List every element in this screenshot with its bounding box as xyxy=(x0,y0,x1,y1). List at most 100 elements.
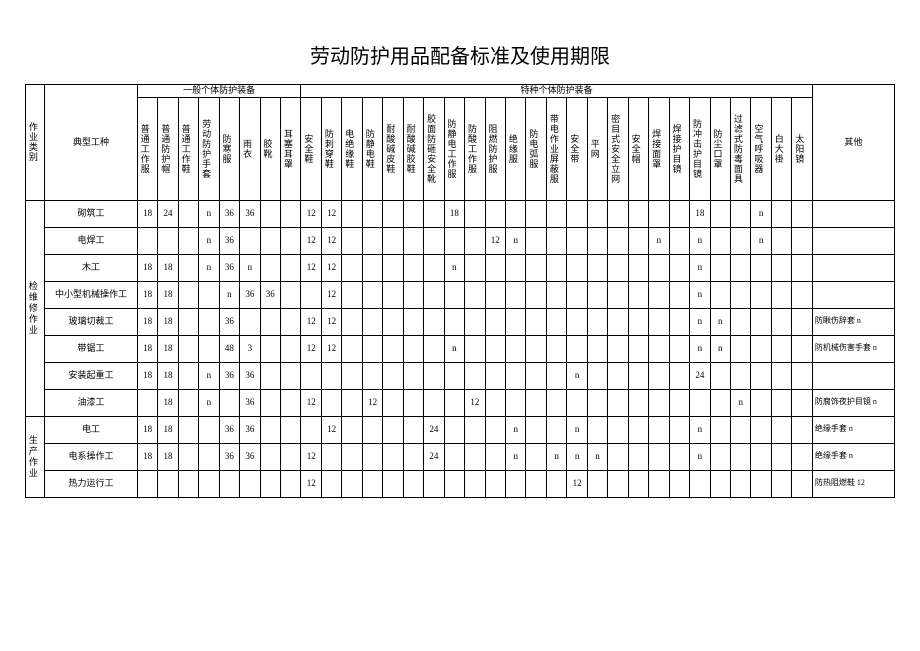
data-cell xyxy=(669,362,689,389)
data-cell xyxy=(669,443,689,470)
data-cell: n xyxy=(710,308,730,335)
col-category: 作业类别 xyxy=(27,92,37,192)
data-cell xyxy=(546,335,566,362)
data-cell: 18 xyxy=(137,200,157,227)
data-cell xyxy=(792,443,812,470)
data-cell: 18 xyxy=(158,362,178,389)
data-cell xyxy=(506,362,526,389)
data-cell xyxy=(342,227,362,254)
data-cell xyxy=(281,416,301,443)
data-cell: 36 xyxy=(219,254,239,281)
data-cell: 36 xyxy=(219,443,239,470)
data-cell xyxy=(137,227,157,254)
data-cell xyxy=(751,335,771,362)
data-cell: 12 xyxy=(465,389,485,416)
data-cell xyxy=(240,227,260,254)
data-cell xyxy=(301,362,321,389)
data-cell xyxy=(587,200,607,227)
data-cell: n xyxy=(690,281,710,308)
data-cell xyxy=(383,281,403,308)
data-cell: 12 xyxy=(362,389,382,416)
col-header: 防静电工作服 xyxy=(446,99,456,199)
data-cell: n xyxy=(546,443,566,470)
other-cell xyxy=(812,200,894,227)
data-cell: 36 xyxy=(219,308,239,335)
data-cell: n xyxy=(506,443,526,470)
data-cell xyxy=(526,308,546,335)
other-cell: 防腐饰夜护目镜 n xyxy=(812,389,894,416)
data-cell xyxy=(362,362,382,389)
data-cell: n xyxy=(751,227,771,254)
data-cell xyxy=(649,281,669,308)
data-cell xyxy=(792,416,812,443)
data-cell xyxy=(424,389,444,416)
job-name: 砌筑工 xyxy=(45,200,138,227)
data-cell xyxy=(506,281,526,308)
data-cell: 18 xyxy=(158,254,178,281)
data-cell xyxy=(567,308,587,335)
data-cell xyxy=(751,281,771,308)
data-cell xyxy=(199,443,219,470)
data-cell xyxy=(199,470,219,497)
data-cell xyxy=(649,389,669,416)
data-cell xyxy=(485,362,505,389)
col-header: 焊接面罩 xyxy=(650,99,660,199)
data-cell: 36 xyxy=(240,362,260,389)
col-other: 其他 xyxy=(812,85,894,201)
data-cell xyxy=(485,200,505,227)
data-cell xyxy=(403,470,423,497)
data-cell xyxy=(546,281,566,308)
data-cell xyxy=(710,200,730,227)
data-cell xyxy=(260,200,280,227)
col-header: 普通工作服 xyxy=(139,99,149,199)
data-cell xyxy=(444,470,464,497)
data-cell xyxy=(731,443,751,470)
data-cell xyxy=(178,389,198,416)
data-cell xyxy=(751,308,771,335)
other-cell: 绝缘手套 n xyxy=(812,443,894,470)
data-cell: 18 xyxy=(137,335,157,362)
data-cell xyxy=(567,200,587,227)
data-cell: 36 xyxy=(219,416,239,443)
col-header: 太阳镜 xyxy=(793,99,803,199)
data-cell xyxy=(178,200,198,227)
col-job: 典型工种 xyxy=(45,85,138,201)
col-header: 安全鞋 xyxy=(302,99,312,199)
data-cell xyxy=(178,308,198,335)
data-cell xyxy=(342,362,362,389)
data-cell xyxy=(403,389,423,416)
data-cell: n xyxy=(506,416,526,443)
col-header: 电绝缘鞋 xyxy=(343,99,353,199)
col-header: 阻燃防护服 xyxy=(487,99,497,199)
data-cell xyxy=(178,254,198,281)
data-cell xyxy=(137,470,157,497)
data-cell: 12 xyxy=(321,254,341,281)
data-cell xyxy=(465,335,485,362)
data-cell xyxy=(199,335,219,362)
data-cell: n xyxy=(567,443,587,470)
data-cell xyxy=(792,335,812,362)
data-cell xyxy=(628,308,648,335)
data-cell: n xyxy=(690,308,710,335)
data-cell xyxy=(383,254,403,281)
data-cell xyxy=(485,335,505,362)
col-header: 防尘口罩 xyxy=(712,99,722,199)
data-cell xyxy=(260,470,280,497)
data-cell xyxy=(608,281,628,308)
col-header: 防酸工作服 xyxy=(466,99,476,199)
col-header: 劳动防护手套 xyxy=(200,99,210,199)
data-cell xyxy=(567,227,587,254)
data-cell xyxy=(731,254,751,281)
data-cell xyxy=(281,227,301,254)
col-header: 过滤式防毒面具 xyxy=(732,99,742,199)
data-cell xyxy=(342,200,362,227)
data-cell xyxy=(771,254,791,281)
data-cell xyxy=(403,200,423,227)
data-cell xyxy=(771,362,791,389)
data-cell: 12 xyxy=(321,335,341,362)
data-cell xyxy=(628,443,648,470)
data-cell: 18 xyxy=(690,200,710,227)
data-cell xyxy=(567,389,587,416)
data-cell: 18 xyxy=(137,443,157,470)
data-cell: 18 xyxy=(137,362,157,389)
